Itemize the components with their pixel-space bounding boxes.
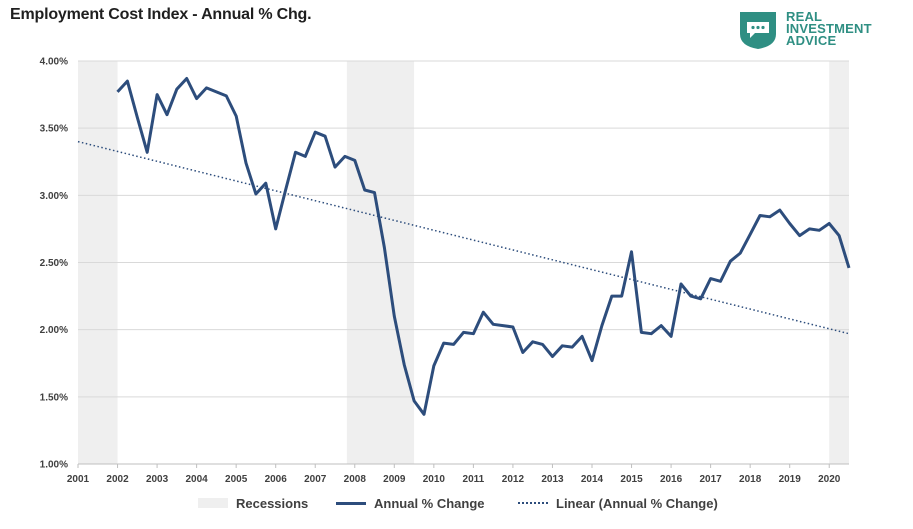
y-tick-label: 1.00% [40, 460, 68, 471]
y-axis-ticks: 1.00% 1.50% 2.00% 2.50% 3.00% 3.50% 4.00% [40, 57, 68, 471]
x-tick-label: 2009 [383, 474, 406, 485]
y-tick-label: 2.50% [40, 258, 68, 269]
y-tick-label: 1.50% [40, 392, 68, 403]
x-tick-label: 2003 [146, 474, 169, 485]
line-chart: 1.00% 1.50% 2.00% 2.50% 3.00% 3.50% 4.00% 2001… [40, 57, 851, 485]
dotted-line-swatch [518, 502, 548, 504]
x-tick-label: 2005 [225, 474, 248, 485]
shield-logo-icon [740, 12, 776, 49]
x-tick-label: 2010 [423, 474, 446, 485]
logo-line-1: REAL [786, 9, 823, 24]
x-tick-label: 2020 [818, 474, 841, 485]
x-tick-label: 2006 [265, 474, 288, 485]
legend-label-linear: Linear (Annual % Change) [556, 495, 718, 511]
x-tick-label: 2019 [779, 474, 802, 485]
y-tick-label: 2.00% [40, 325, 68, 336]
trendline-linear [77, 140, 850, 335]
x-tick-label: 2014 [581, 474, 604, 485]
legend-label-recessions: Recessions [236, 495, 309, 511]
x-tick-label: 2017 [699, 474, 722, 485]
x-tick-label: 2015 [620, 474, 643, 485]
chart-title: Employment Cost Index - Annual % Chg. [10, 6, 312, 23]
logo-line-2: INVESTMENT [786, 21, 872, 36]
series-line-annual-change [116, 77, 851, 416]
x-tick-label: 2002 [106, 474, 129, 485]
legend-item-annual: Annual % Change [336, 492, 485, 514]
real-investment-advice-logo: REAL INVESTMENT ADVICE [738, 10, 898, 50]
legend-item-linear: Linear (Annual % Change) [518, 492, 718, 514]
legend-label-annual: Annual % Change [374, 495, 485, 511]
x-axis-ticks: 2001 2002 2003 2004 2005 2006 2007 2008 2009 2010… [67, 463, 849, 485]
logo-line-3: ADVICE [786, 33, 837, 48]
x-tick-label: 2001 [67, 474, 90, 485]
recession-swatch [198, 498, 228, 508]
legend-item-recessions: Recessions [198, 492, 308, 514]
x-tick-label: 2012 [502, 474, 525, 485]
x-tick-label: 2016 [660, 474, 683, 485]
x-tick-label: 2013 [541, 474, 564, 485]
x-tick-label: 2011 [463, 474, 485, 485]
x-tick-label: 2008 [344, 474, 367, 485]
y-tick-label: 3.50% [40, 124, 68, 135]
gridlines [78, 60, 849, 465]
y-tick-label: 4.00% [40, 57, 68, 68]
y-tick-label: 3.00% [40, 191, 68, 202]
solid-line-swatch [336, 501, 366, 505]
x-tick-label: 2007 [304, 474, 327, 485]
logo-wordmark: REAL INVESTMENT ADVICE [786, 9, 872, 48]
series-group [77, 77, 851, 416]
x-tick-label: 2018 [739, 474, 762, 485]
x-tick-label: 2004 [185, 474, 208, 485]
chart-legend: Recessions Annual % Change Linear (Annua… [0, 492, 913, 514]
